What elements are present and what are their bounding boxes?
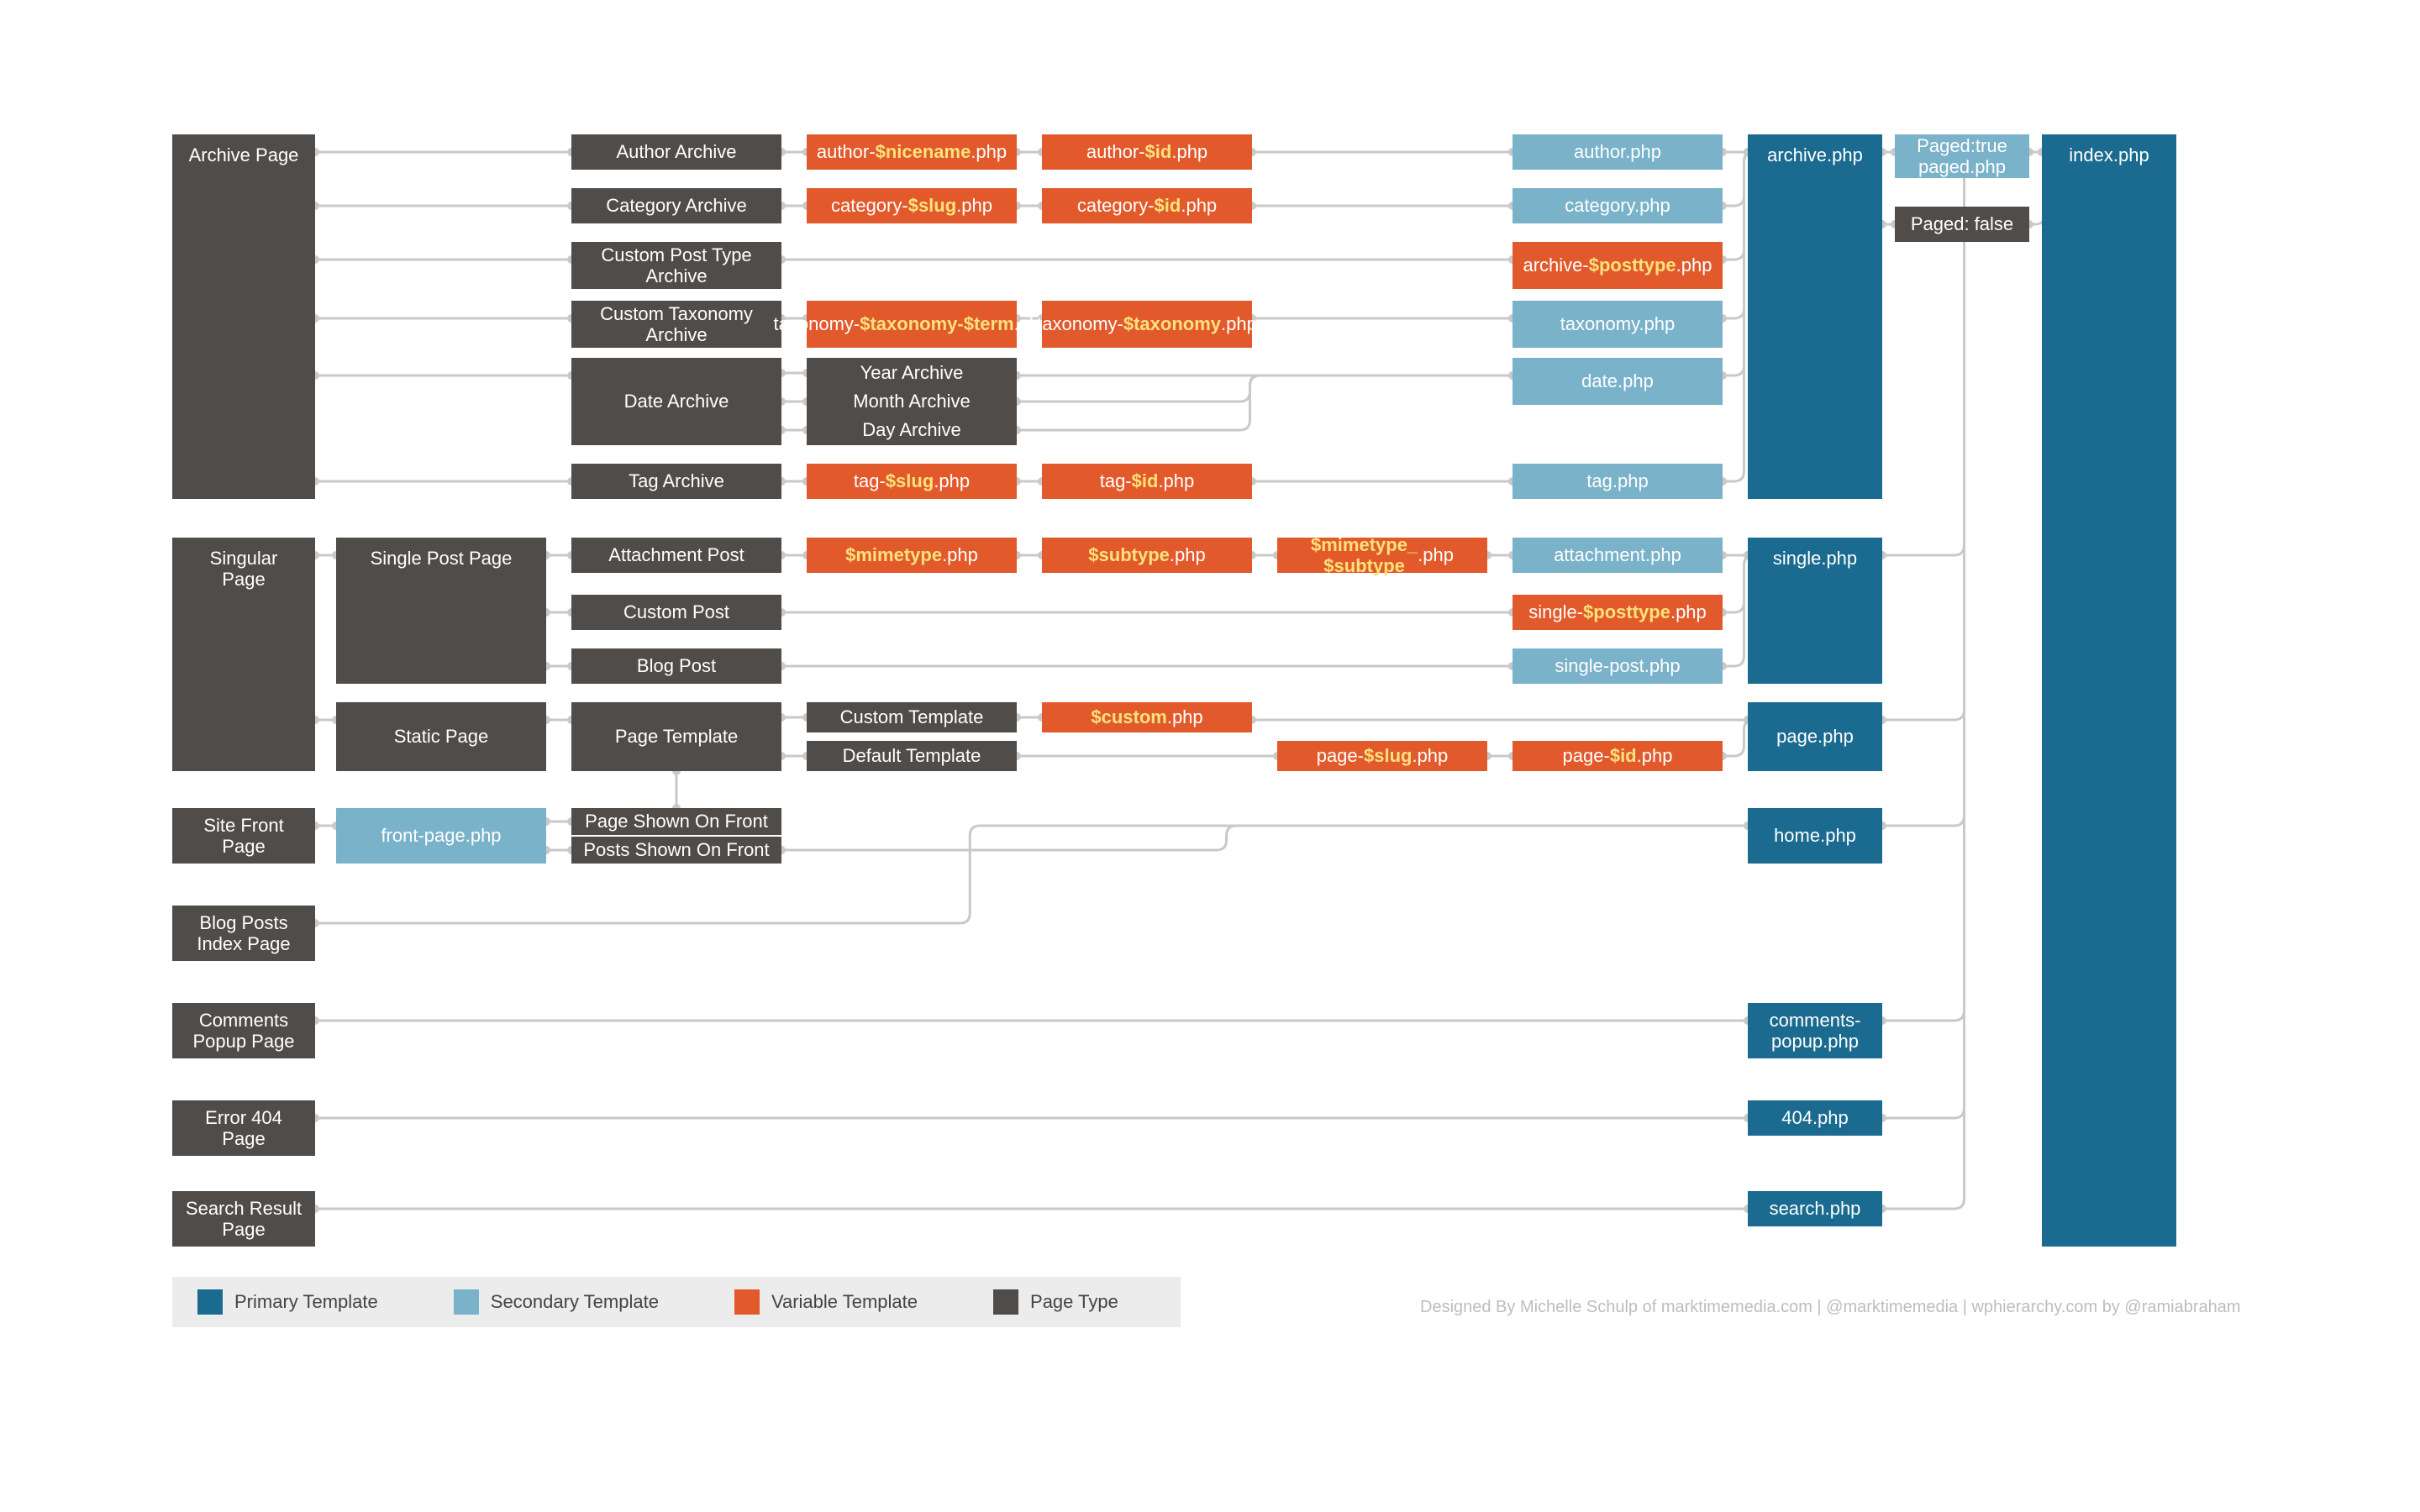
legend-label: Page Type	[1030, 1291, 1118, 1313]
node-search-result: Search Result Page	[172, 1191, 315, 1247]
node-archive-page: Archive Page	[172, 134, 315, 499]
node-month-archive: Month Archive	[807, 386, 1017, 417]
legend-label: Primary Template	[234, 1291, 378, 1313]
legend-item: Variable Template	[734, 1289, 918, 1315]
node-mimetype: $mimetype.php	[807, 538, 1017, 573]
legend-item: Primary Template	[197, 1289, 378, 1315]
node-year-archive: Year Archive	[807, 358, 1017, 388]
node-paged-true: Paged:true paged.php	[1895, 134, 2029, 178]
node-single-posttype: single- $posttype.php	[1512, 595, 1723, 630]
legend-label: Variable Template	[771, 1291, 918, 1313]
node-page-template: Page Template	[571, 702, 781, 771]
node-blog-post: Blog Post	[571, 648, 781, 684]
node-category-php: category.php	[1512, 188, 1723, 223]
legend-item: Secondary Template	[454, 1289, 659, 1315]
credit-line: Designed By Michelle Schulp of marktimem…	[1420, 1298, 2241, 1317]
node-404-php: 404.php	[1748, 1100, 1882, 1136]
node-page-shown-front: Page Shown On Front	[571, 808, 781, 835]
node-subtype: $subtype.php	[1042, 538, 1252, 573]
node-custom-php: $custom.php	[1042, 702, 1252, 732]
node-tag-id: tag-$id.php	[1042, 464, 1252, 499]
legend-swatch	[454, 1289, 479, 1315]
node-date-archive: Date Archive	[571, 358, 781, 445]
node-page-php: page.php	[1748, 702, 1882, 771]
node-posts-shown-front: Posts Shown On Front	[571, 837, 781, 864]
node-custom-template: Custom Template	[807, 702, 1017, 732]
node-author-id: author-$id.php	[1042, 134, 1252, 170]
legend-label: Secondary Template	[491, 1291, 659, 1313]
node-date-php: date.php	[1512, 358, 1723, 405]
node-tax-term: taxonomy- $taxonomy-$term.php	[807, 301, 1017, 348]
diagram-stage: Archive Page Author Archive Category Archi…	[0, 0, 2420, 1512]
node-comments-popup: Comments Popup Page	[172, 1003, 315, 1058]
node-category-archive: Category Archive	[571, 188, 781, 223]
legend: Primary Template Secondary Template Variab…	[172, 1277, 1181, 1327]
node-search-php: search.php	[1748, 1191, 1882, 1226]
node-author-nicename: author- $nicename.php	[807, 134, 1017, 170]
node-tag-archive: Tag Archive	[571, 464, 781, 499]
node-single-post-php: single-post.php	[1512, 648, 1723, 684]
node-tag-slug: tag-$slug.php	[807, 464, 1017, 499]
node-attachment-post: Attachment Post	[571, 538, 781, 573]
node-custom-post: Custom Post	[571, 595, 781, 630]
node-blog-index: Blog Posts Index Page	[172, 906, 315, 961]
node-category-slug: category-$slug.php	[807, 188, 1017, 223]
node-singular-page: Singular Page	[172, 538, 315, 771]
node-custom-tax-archive: Custom Taxonomy Archive	[571, 301, 781, 348]
node-front-page-php: front-page.php	[336, 808, 546, 864]
node-single-post-page: Single Post Page	[336, 538, 546, 684]
node-author-php: author.php	[1512, 134, 1723, 170]
legend-swatch	[197, 1289, 223, 1315]
node-error-404: Error 404 Page	[172, 1100, 315, 1156]
node-page-slug: page-$slug.php	[1277, 741, 1487, 771]
node-cpt-archive: Custom Post Type Archive	[571, 242, 781, 289]
legend-item: Page Type	[993, 1289, 1118, 1315]
legend-swatch	[993, 1289, 1018, 1315]
node-home-php: home.php	[1748, 808, 1882, 864]
node-tax-tax: taxonomy- $taxonomy.php	[1042, 301, 1252, 348]
node-static-page: Static Page	[336, 702, 546, 771]
node-index-php: index.php	[2042, 134, 2176, 1247]
legend-swatch	[734, 1289, 760, 1315]
node-category-id: category-$id.php	[1042, 188, 1252, 223]
node-tax-php: taxonomy.php	[1512, 301, 1723, 348]
node-archive-posttype: archive- $posttype.php	[1512, 242, 1723, 289]
node-mime-subtype: $mimetype_ $subtype.php	[1277, 538, 1487, 573]
node-author-archive: Author Archive	[571, 134, 781, 170]
node-single-php: single.php	[1748, 538, 1882, 684]
node-tag-php: tag.php	[1512, 464, 1723, 499]
node-attachment-php: attachment.php	[1512, 538, 1723, 573]
node-default-template: Default Template	[807, 741, 1017, 771]
node-paged-false: Paged: false	[1895, 207, 2029, 242]
node-page-id: page-$id.php	[1512, 741, 1723, 771]
node-day-archive: Day Archive	[807, 415, 1017, 445]
node-site-front: Site Front Page	[172, 808, 315, 864]
node-comments-popup-php: comments- popup.php	[1748, 1003, 1882, 1058]
node-archive-php: archive.php	[1748, 134, 1882, 499]
